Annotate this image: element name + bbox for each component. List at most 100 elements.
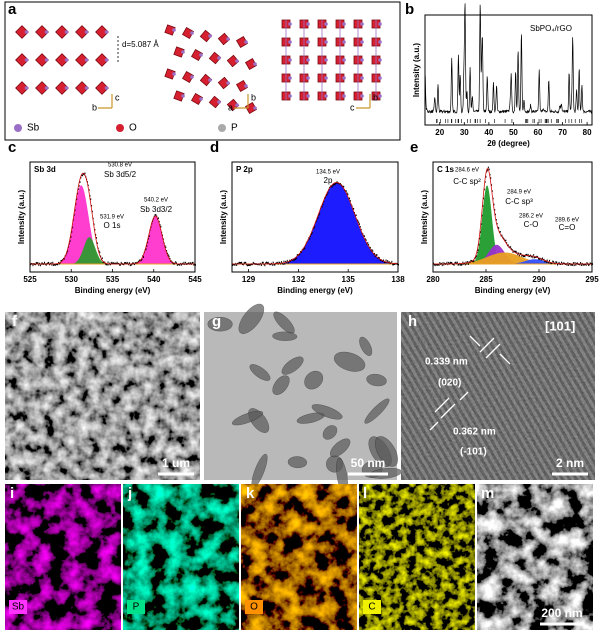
plane-index: (020)	[438, 378, 461, 389]
atom	[44, 58, 49, 62]
x-tick-label: 295	[585, 275, 599, 284]
polyhedron	[55, 81, 69, 95]
axis-letter: a	[228, 102, 233, 112]
x-tick-label: 135	[342, 275, 356, 284]
spectrum-label: C 1s	[437, 165, 454, 174]
peak-label: 289.6 eV	[555, 218, 579, 224]
x-tick-label: 80	[583, 128, 592, 137]
tem-image	[204, 312, 397, 480]
panel-letter: m	[481, 485, 494, 502]
x-axis-label: Binding energy (eV)	[475, 286, 551, 295]
scale-label: 2 nm	[556, 456, 584, 470]
fit-component	[30, 216, 195, 264]
element-tag	[9, 600, 27, 614]
peak-label: C-O	[524, 220, 539, 229]
atom	[190, 31, 194, 35]
d-spacing: 0.362 nm	[453, 427, 496, 438]
atom	[172, 28, 176, 32]
peak-label: 284.9 eV	[507, 190, 531, 196]
atom	[44, 86, 49, 90]
atom	[306, 40, 310, 44]
peak-label: C-C sp³	[505, 197, 533, 206]
atom	[190, 75, 194, 79]
panel-letter: b	[405, 1, 414, 18]
atom	[104, 30, 109, 34]
x-tick-label: 50	[509, 128, 518, 137]
legend-label: O	[129, 123, 137, 134]
peak-label: Sb 3d3/2	[140, 205, 173, 214]
x-axis-label: Binding energy (eV)	[75, 286, 151, 295]
plot-frame	[432, 161, 593, 273]
polyhedron	[75, 81, 89, 95]
atom	[244, 84, 248, 88]
x-tick-label: 70	[558, 128, 567, 137]
sample-label: SbPO₄/rGO	[530, 24, 572, 33]
panel-letter: h	[408, 313, 417, 330]
panel-letter: i	[10, 485, 14, 502]
atom	[44, 30, 49, 34]
atom	[342, 58, 346, 62]
atom	[378, 22, 382, 26]
atom	[342, 22, 346, 26]
panel-letter: e	[410, 139, 418, 156]
y-axis-label: Intensity (a.u.)	[412, 43, 421, 98]
atom	[24, 58, 29, 62]
sem-image	[5, 312, 200, 480]
d-spacing: 0.339 nm	[425, 357, 468, 368]
peak-label: 284.6 eV	[455, 168, 479, 174]
legend-dot	[218, 124, 226, 132]
element-tag	[245, 600, 263, 614]
polyhedron	[55, 53, 69, 67]
spectrum-label: Sb 3d	[34, 165, 56, 174]
atom	[288, 58, 292, 62]
atom	[360, 22, 364, 26]
element-tag	[363, 600, 381, 614]
atom	[235, 59, 239, 63]
x-tick-label: 535	[106, 275, 120, 284]
spectrum-label: P 2p	[236, 165, 253, 174]
peak-label: C-C sp²	[453, 177, 481, 186]
peak-label: 530.8 eV	[108, 163, 132, 169]
polyhedron	[199, 73, 213, 87]
nanoparticle	[281, 356, 304, 375]
x-tick-label: 132	[292, 275, 306, 284]
atom	[342, 76, 346, 80]
x-tick-label: 40	[484, 128, 493, 137]
nanoparticle	[333, 351, 366, 372]
atom	[104, 86, 109, 90]
polyhedron	[208, 95, 222, 109]
nanoparticle	[273, 311, 295, 334]
plot-frame	[231, 161, 399, 273]
x-tick-label: 290	[532, 275, 546, 284]
x-tick-label: 138	[391, 275, 405, 284]
polyhedron	[75, 25, 89, 39]
atom	[244, 40, 248, 44]
y-axis-label: Intensity (a.u.)	[17, 190, 26, 245]
atom	[84, 86, 89, 90]
atom	[181, 94, 185, 98]
axis-arrows	[98, 94, 113, 109]
atom	[378, 40, 382, 44]
hrtem-noise	[401, 312, 595, 480]
axis-letter: b	[92, 102, 97, 112]
axis-letter: c	[115, 92, 120, 102]
panel-letter: g	[212, 313, 221, 330]
atom	[324, 40, 328, 44]
atom	[172, 72, 176, 76]
peak-label: 2p	[324, 176, 333, 185]
x-tick-label: 129	[242, 275, 256, 284]
peak-label: 531.9 eV	[100, 215, 124, 221]
x-tick-label: 525	[23, 275, 37, 284]
nanoparticle	[232, 410, 264, 426]
x-tick-label: 530	[65, 275, 79, 284]
atom	[324, 94, 328, 98]
atom	[217, 56, 221, 60]
atom	[253, 106, 257, 110]
panel-letter: j	[127, 485, 132, 502]
x-tick-label: 285	[479, 275, 493, 284]
element-label: P	[133, 602, 140, 613]
peak-label: 540.2 eV	[144, 198, 168, 204]
atom	[378, 94, 382, 98]
atom	[217, 100, 221, 104]
panel-letter: k	[246, 485, 255, 502]
